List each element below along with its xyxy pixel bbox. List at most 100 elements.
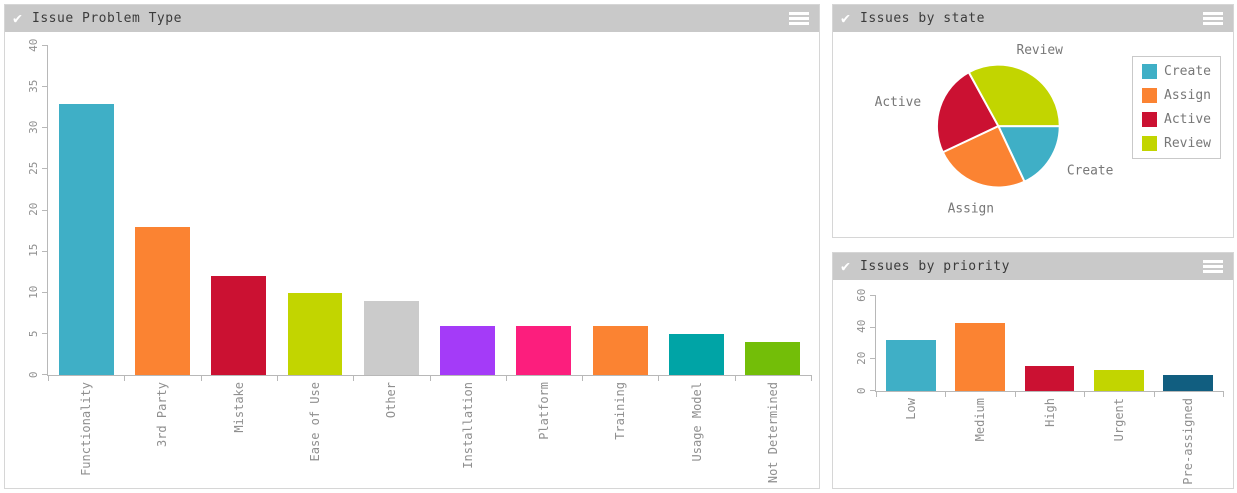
category-label: Not Determined — [765, 382, 780, 484]
bars-container — [876, 296, 1223, 391]
bar-not-determined[interactable] — [745, 342, 801, 375]
category-slot: High — [1015, 398, 1084, 485]
pie-svg: Create Assign Active Review — [875, 43, 1114, 216]
y-axis-tick — [42, 250, 48, 252]
category-label: Urgent — [1111, 398, 1126, 442]
y-axis-tick — [42, 332, 48, 334]
pie-slice-review[interactable] — [967, 63, 1061, 128]
bar-mistake[interactable] — [211, 276, 267, 375]
y-axis-tick-label: 15 — [27, 244, 40, 258]
check-icon[interactable]: ✔ — [841, 9, 851, 27]
y-axis-tick — [42, 86, 48, 88]
bar-installation[interactable] — [440, 325, 496, 375]
category-label: Mistake — [231, 382, 246, 433]
pie-slice-create[interactable] — [996, 125, 1061, 183]
legend-item-review[interactable]: Review — [1142, 136, 1211, 151]
y-axis-tick-label: 10 — [27, 285, 40, 299]
pie-slice-assign[interactable] — [941, 124, 1026, 189]
legend-label: Review — [1164, 136, 1211, 151]
bar-slot — [1154, 296, 1223, 391]
bar-slot — [735, 46, 811, 375]
x-axis-tick — [124, 375, 126, 381]
bar-slot — [277, 46, 353, 375]
bar-usage-model[interactable] — [669, 333, 724, 375]
x-axis-tick — [276, 375, 278, 381]
check-icon[interactable]: ✔ — [13, 9, 23, 27]
check-icon[interactable]: ✔ — [841, 257, 851, 275]
y-axis-tick — [42, 374, 48, 375]
category-label: Pre-assigned — [1181, 398, 1196, 485]
panel-header: ✔ Issues by state — [833, 5, 1233, 32]
x-axis-tick — [505, 375, 507, 381]
bar-chart-plot: 0 5 10 15 20 25 30 35 40 Functionality 3rd Party Mi… — [27, 38, 812, 483]
bar-slot — [429, 46, 505, 375]
panel-issues-by-state: ✔ Issues by state Create Assign Active Revi… — [832, 4, 1234, 238]
panel-title: Issues by priority — [860, 259, 1010, 274]
x-axis-tick — [658, 375, 660, 381]
category-label: Training — [613, 382, 628, 440]
legend-label: Active — [1164, 112, 1211, 127]
category-label: Installation — [460, 382, 475, 469]
pie-chart: Create Assign Active Review Create Assign Acti… — [833, 32, 1233, 237]
panel-header: ✔ Issues by priority — [833, 253, 1233, 280]
category-slot: Pre-assigned — [1154, 398, 1223, 485]
panel-issue-problem-type: ✔ Issue Problem Type 0 5 10 15 20 25 30 35 40 Fun… — [4, 4, 820, 489]
x-axis-tick — [734, 375, 736, 381]
panel-title: Issue Problem Type — [32, 11, 182, 26]
bar-functionality[interactable] — [58, 103, 114, 375]
bar-slot — [658, 46, 734, 375]
panel-title: Issues by state — [860, 11, 985, 26]
category-label: Low — [903, 398, 918, 420]
bar-chart-plot: 0 20 40 60 Low Medium High Urgent Pre-assigned — [855, 288, 1224, 485]
bar-urgent[interactable] — [1093, 370, 1144, 391]
bars-container — [48, 46, 811, 375]
y-axis-tick-label: 0 — [855, 387, 868, 395]
bar-3rd-party[interactable] — [134, 226, 190, 375]
bar-high[interactable] — [1024, 365, 1075, 391]
category-slot: Medium — [945, 398, 1014, 485]
chart-region: 0 5 10 15 20 25 30 35 40 Functionality 3rd Party Mi… — [5, 32, 819, 488]
category-slot: Installation — [429, 382, 505, 483]
x-axis-tick — [876, 391, 877, 397]
legend-item-active[interactable]: Active — [1142, 112, 1211, 127]
legend-item-create[interactable]: Create — [1142, 64, 1211, 79]
category-label: Functionality — [79, 382, 94, 476]
bar-low[interactable] — [885, 340, 936, 391]
pie-slice-active[interactable] — [935, 70, 1000, 154]
hamburger-menu-icon[interactable] — [1201, 258, 1225, 275]
y-axis-tick-label: 40 — [855, 320, 868, 334]
bar-slot — [1084, 296, 1153, 391]
bar-medium[interactable] — [955, 322, 1006, 391]
bar-other[interactable] — [363, 300, 419, 375]
x-axis-tick — [429, 375, 431, 381]
bar-pre-assigned[interactable] — [1163, 375, 1214, 391]
category-label: Platform — [536, 382, 551, 440]
x-axis-tick — [811, 375, 812, 381]
legend-item-assign[interactable]: Assign — [1142, 88, 1211, 103]
y-axis-tick-label: 60 — [855, 288, 868, 302]
legend: Create Assign Active Review — [1132, 56, 1221, 159]
panel-header: ✔ Issue Problem Type — [5, 5, 819, 32]
category-label: High — [1042, 398, 1057, 427]
bar-ease-of-use[interactable] — [287, 292, 343, 375]
category-slot: Mistake — [201, 382, 277, 483]
bar-training[interactable] — [592, 325, 648, 375]
bar-slot — [201, 46, 277, 375]
hamburger-menu-icon[interactable] — [1201, 10, 1225, 27]
x-axis-tick — [353, 375, 355, 381]
bar-platform[interactable] — [516, 325, 572, 375]
chart-region: 0 20 40 60 Low Medium High Urgent Pre-assigned — [833, 280, 1233, 488]
legend-swatch — [1142, 64, 1158, 79]
category-label: 3rd Party — [155, 382, 170, 448]
y-axis-tick-label: 5 — [27, 330, 40, 338]
y-axis-tick-label: 20 — [855, 351, 868, 365]
y-axis-tick — [42, 291, 48, 293]
category-slot: Functionality — [48, 382, 124, 483]
y-axis-tick — [42, 127, 48, 129]
bar-slot — [582, 46, 658, 375]
y-axis-tick — [42, 209, 48, 211]
category-slot: Ease of Use — [277, 382, 353, 483]
hamburger-menu-icon[interactable] — [787, 10, 811, 27]
bar-slot — [48, 46, 124, 375]
